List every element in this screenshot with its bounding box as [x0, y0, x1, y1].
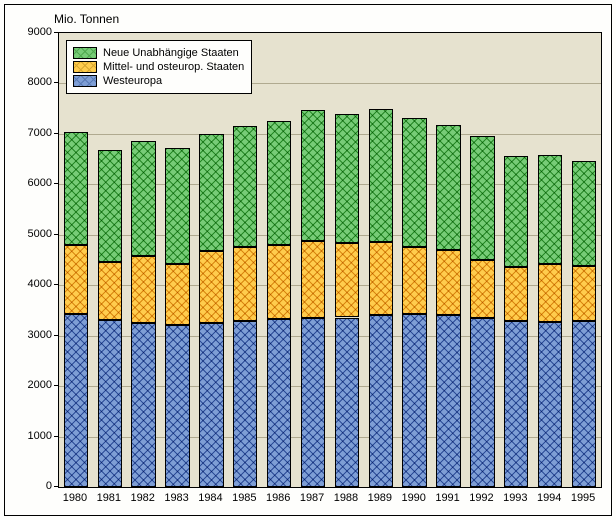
y-tick	[54, 32, 58, 33]
bar-segment-mittel	[267, 245, 291, 319]
legend-item: Neue Unabhängige Staaten	[73, 47, 245, 59]
bar-segment-neue	[369, 109, 393, 242]
bar-segment-neue	[98, 150, 122, 262]
y-tick-label: 8000	[22, 76, 52, 88]
bar-segment-mittel	[538, 264, 562, 322]
bar-segment-west	[436, 315, 460, 487]
bar-segment-west	[199, 323, 223, 487]
y-tick-label: 0	[22, 480, 52, 492]
y-tick-label: 4000	[22, 278, 52, 290]
x-tick-label: 1994	[537, 492, 561, 504]
bar-segment-west	[267, 319, 291, 487]
bar-segment-west	[402, 314, 426, 487]
bar-segment-neue	[504, 156, 528, 267]
bar-segment-west	[131, 323, 155, 487]
bar-segment-mittel	[436, 250, 460, 316]
legend-swatch	[73, 47, 97, 59]
bar-segment-mittel	[335, 243, 359, 317]
bar-segment-west	[538, 322, 562, 487]
y-tick	[54, 335, 58, 336]
bar-segment-neue	[335, 114, 359, 244]
y-tick	[54, 234, 58, 235]
x-tick-label: 1991	[435, 492, 459, 504]
bar-segment-neue	[402, 118, 426, 247]
bar-segment-neue	[267, 121, 291, 245]
bar-segment-neue	[165, 148, 189, 264]
bar-segment-west	[165, 325, 189, 487]
x-tick-label: 1992	[469, 492, 493, 504]
y-tick	[54, 486, 58, 487]
bar-segment-west	[233, 321, 257, 487]
y-tick-label: 3000	[22, 329, 52, 341]
y-tick-label: 2000	[22, 379, 52, 391]
y-tick-label: 9000	[22, 26, 52, 38]
bar-segment-neue	[436, 125, 460, 250]
y-tick	[54, 82, 58, 83]
y-tick	[54, 133, 58, 134]
bar-segment-neue	[199, 134, 223, 252]
x-tick-label: 1983	[164, 492, 188, 504]
x-tick-label: 1986	[266, 492, 290, 504]
legend-item: Westeuropa	[73, 75, 245, 87]
x-tick-label: 1989	[368, 492, 392, 504]
bar-segment-mittel	[98, 262, 122, 321]
bar-segment-west	[369, 315, 393, 487]
legend-swatch	[73, 61, 97, 73]
x-tick-label: 1993	[503, 492, 527, 504]
bar-segment-neue	[538, 155, 562, 264]
chart-plot-area	[58, 32, 602, 488]
bar-segment-mittel	[504, 267, 528, 320]
y-tick	[54, 436, 58, 437]
bar-segment-west	[572, 321, 596, 487]
bar-segment-west	[301, 318, 325, 487]
legend-label: Mittel- und osteurop. Staaten	[103, 61, 244, 73]
bar-segment-neue	[131, 141, 155, 256]
x-tick-label: 1985	[232, 492, 256, 504]
x-tick-label: 1981	[97, 492, 121, 504]
bar-segment-west	[470, 318, 494, 487]
bar-segment-neue	[233, 126, 257, 247]
bar-segment-mittel	[131, 256, 155, 323]
x-tick-label: 1984	[198, 492, 222, 504]
bar-segment-neue	[470, 136, 494, 260]
y-tick-label: 5000	[22, 228, 52, 240]
x-tick-label: 1987	[300, 492, 324, 504]
y-tick-label: 7000	[22, 127, 52, 139]
bar-segment-west	[64, 314, 88, 487]
legend-label: Neue Unabhängige Staaten	[103, 47, 239, 59]
y-tick-label: 6000	[22, 177, 52, 189]
bar-segment-mittel	[369, 242, 393, 316]
y-tick-label: 1000	[22, 430, 52, 442]
legend-label: Westeuropa	[103, 75, 162, 87]
bar-segment-neue	[64, 132, 88, 245]
legend: Neue Unabhängige Staaten Mittel- und oste…	[66, 40, 252, 94]
bar-segment-neue	[301, 110, 325, 241]
bar-segment-mittel	[199, 251, 223, 323]
x-tick-label: 1982	[130, 492, 154, 504]
y-tick	[54, 183, 58, 184]
y-axis-title: Mio. Tonnen	[54, 12, 119, 26]
x-tick-label: 1980	[63, 492, 87, 504]
legend-item: Mittel- und osteurop. Staaten	[73, 61, 245, 73]
x-tick-label: 1988	[334, 492, 358, 504]
legend-swatch	[73, 75, 97, 87]
x-tick-label: 1990	[401, 492, 425, 504]
y-tick	[54, 284, 58, 285]
x-tick-label: 1995	[571, 492, 595, 504]
y-gridline	[59, 134, 601, 135]
bar-segment-mittel	[64, 245, 88, 315]
bar-segment-west	[335, 318, 359, 487]
bar-segment-west	[504, 321, 528, 487]
bar-segment-west	[98, 320, 122, 487]
bar-segment-mittel	[165, 264, 189, 325]
y-tick	[54, 385, 58, 386]
bar-segment-mittel	[470, 260, 494, 318]
bar-segment-mittel	[301, 241, 325, 318]
bar-segment-mittel	[233, 247, 257, 321]
bar-segment-neue	[572, 161, 596, 266]
bar-segment-mittel	[402, 247, 426, 315]
bar-segment-mittel	[572, 266, 596, 320]
